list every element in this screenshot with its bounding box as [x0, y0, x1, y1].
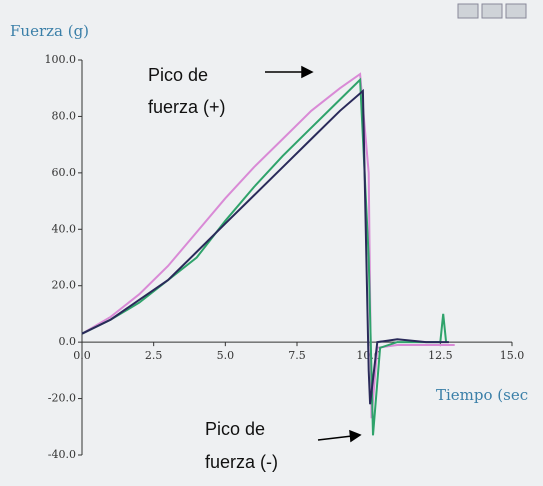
- annotation: fuerza (+): [148, 97, 226, 117]
- y-tick-label: -40.0: [48, 448, 76, 461]
- y-tick-label: 0.0: [59, 335, 77, 348]
- x-tick-label: 12.5: [428, 349, 453, 362]
- x-axis-label: Tiempo (sec: [436, 386, 528, 404]
- x-tick-label: 5.0: [217, 349, 235, 362]
- minimize-button[interactable]: [458, 4, 478, 18]
- close-button[interactable]: [506, 4, 526, 18]
- y-tick-label: 100.0: [45, 53, 77, 66]
- annotation: Pico de: [205, 419, 265, 439]
- screen: [0, 0, 543, 486]
- x-tick-label: 2.5: [145, 349, 163, 362]
- y-tick-label: 40.0: [52, 222, 77, 235]
- x-tick-label: 0.0: [73, 349, 91, 362]
- y-tick-label: 80.0: [52, 109, 77, 122]
- x-tick-label: 7.5: [288, 349, 306, 362]
- y-tick-label: 20.0: [52, 279, 77, 292]
- y-tick-label: 60.0: [52, 166, 77, 179]
- y-tick-label: -20.0: [48, 392, 76, 405]
- annotation: fuerza (-): [205, 452, 278, 472]
- chart: Fuerza (g) Tiempo (sec Pico de fuerza (+…: [0, 0, 543, 486]
- maximize-button[interactable]: [482, 4, 502, 18]
- annotation: Pico de: [148, 65, 208, 85]
- x-tick-label: 15.0: [500, 349, 525, 362]
- chart-title: Fuerza (g): [10, 22, 89, 40]
